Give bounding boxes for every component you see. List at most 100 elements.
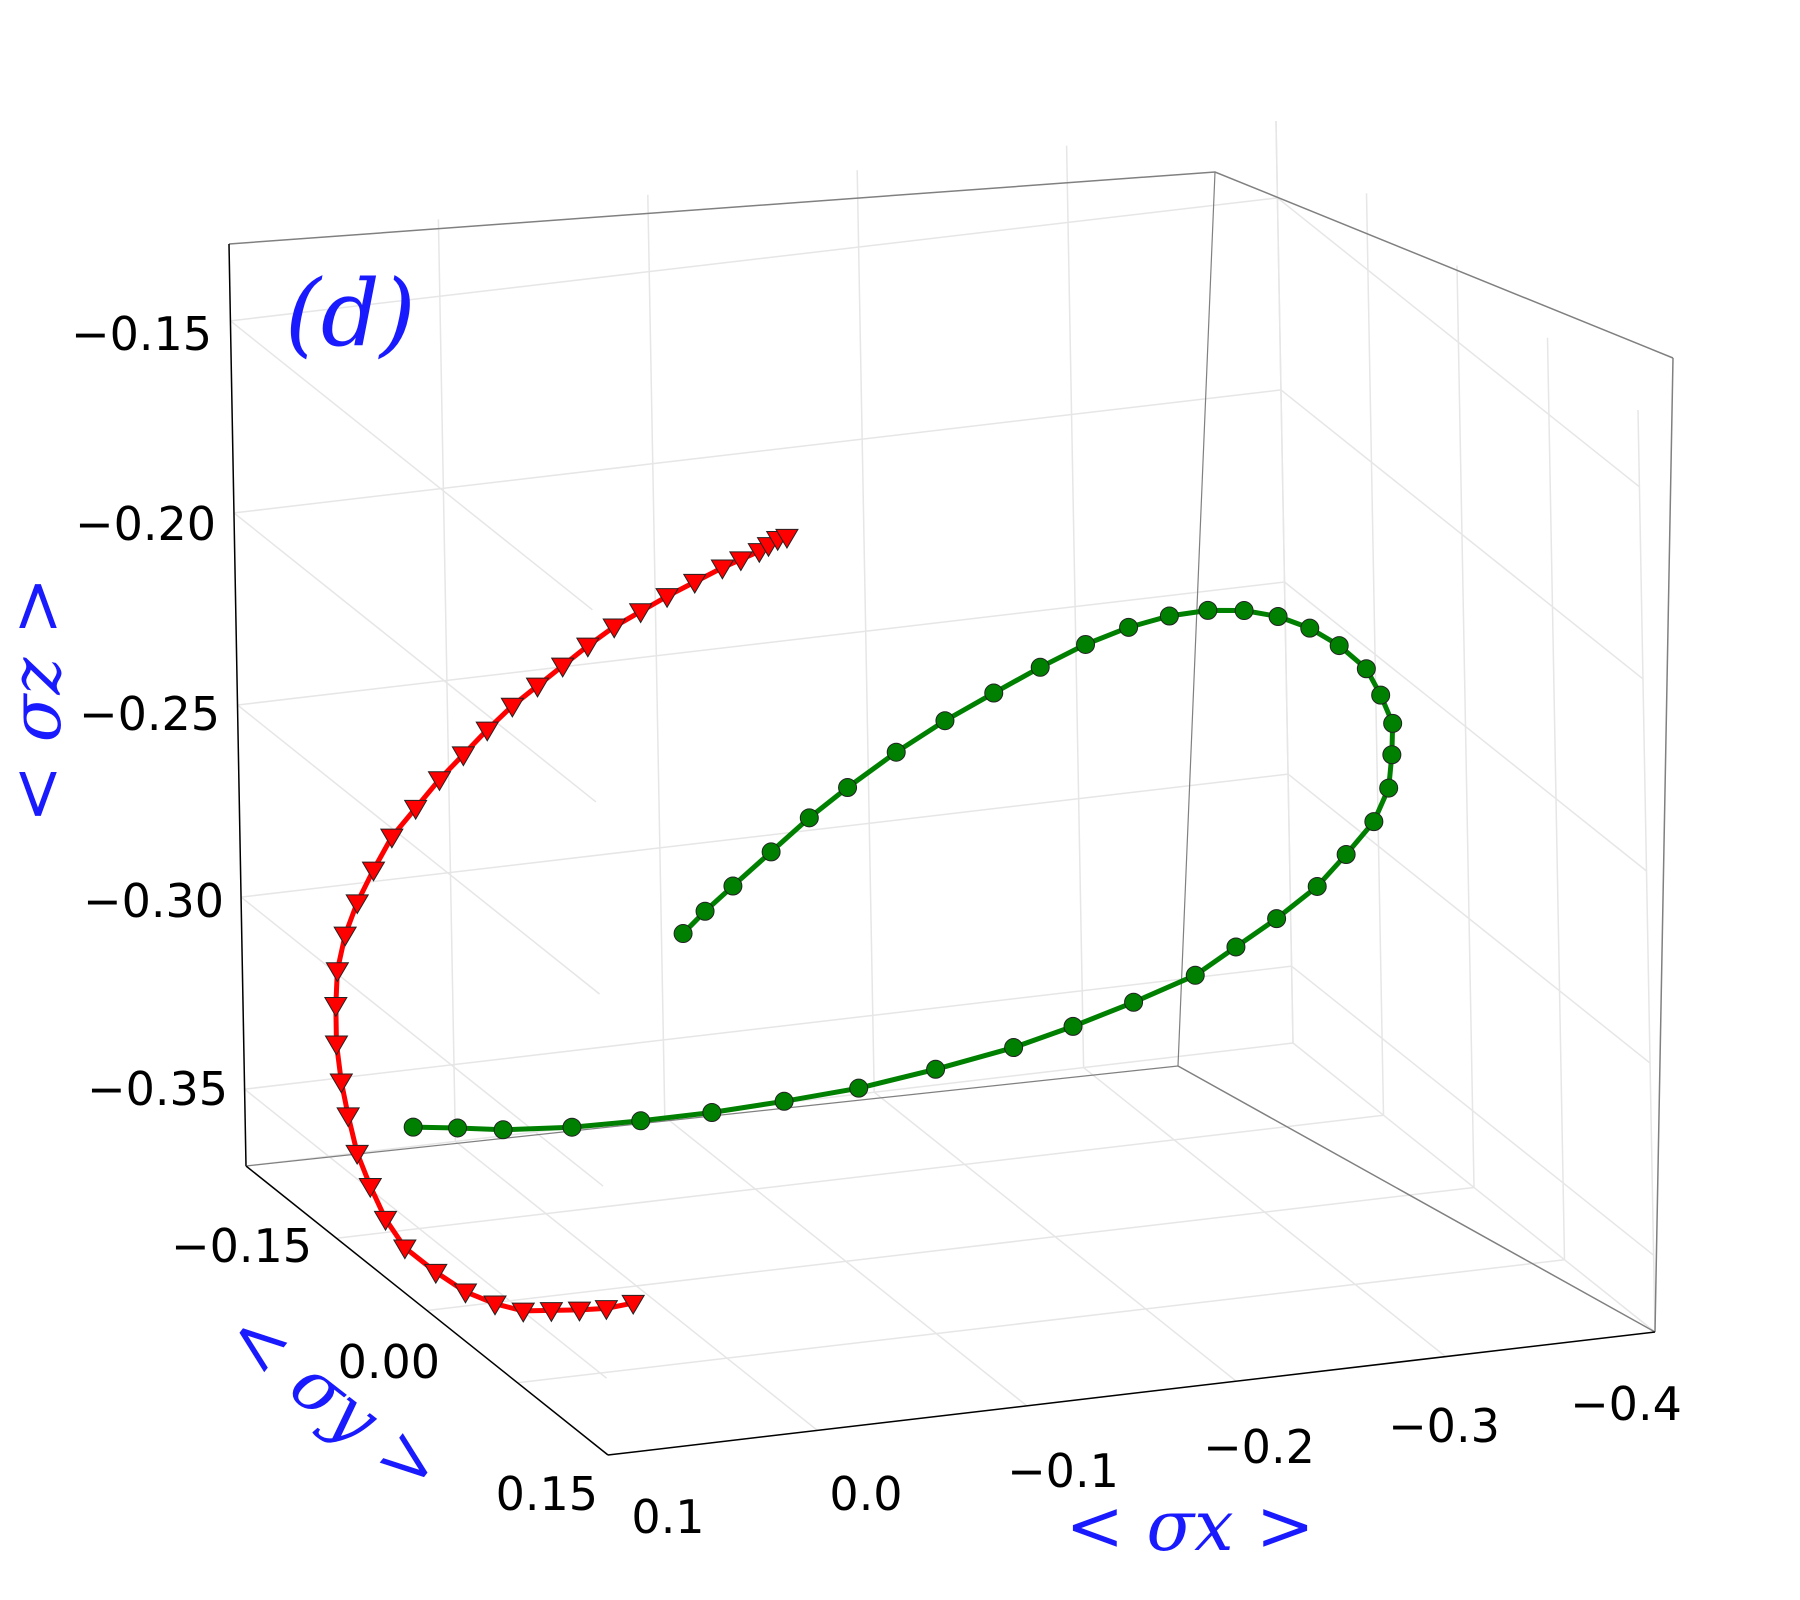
grid-line [1280, 389, 1644, 680]
data-point-0 [483, 1295, 507, 1316]
data-point-0 [710, 559, 735, 580]
grid-line [1287, 773, 1651, 1064]
grid [228, 120, 1656, 1456]
grid-line [1291, 965, 1655, 1256]
x-tick-label: −0.1 [1007, 1444, 1119, 1498]
data-point-0 [333, 926, 358, 947]
data-point-0 [336, 1107, 361, 1128]
data-point-1 [631, 1111, 651, 1131]
x-tick-label: −0.2 [1203, 1420, 1315, 1474]
z-tick-label: −0.15 [71, 307, 212, 361]
z-tick-label: −0.35 [87, 1062, 228, 1116]
x-axis-label: < σx > [1065, 1485, 1314, 1567]
data-point-0 [423, 1263, 448, 1285]
back-left-edge [228, 171, 1674, 359]
x-tick-label: −0.4 [1570, 1377, 1682, 1431]
data-point-1 [935, 711, 955, 731]
data-point-0 [324, 1035, 349, 1056]
data-point-0 [403, 799, 428, 821]
data-point-1 [1383, 713, 1403, 733]
z-tick-label: −0.20 [75, 497, 216, 551]
data-point-0 [427, 771, 452, 792]
data-point-1 [493, 1120, 513, 1140]
data-point-0 [451, 746, 476, 767]
grid-line [1276, 197, 1640, 488]
data-point-0 [379, 828, 404, 849]
z-axis-label: < σz > [0, 577, 77, 823]
data-point-1 [1336, 845, 1356, 865]
data-point-1 [1307, 876, 1327, 896]
data-point-1 [1382, 745, 1402, 765]
floor-back-right [1177, 1065, 1656, 1333]
y-axis-line [245, 1165, 609, 1456]
data-point-1 [1159, 606, 1179, 626]
data-point-1 [1030, 657, 1050, 677]
data-point-0 [602, 618, 627, 639]
data-point-1 [1185, 965, 1205, 985]
data-point-0 [628, 603, 653, 624]
data-point-1 [1076, 634, 1096, 654]
data-point-0 [594, 1300, 619, 1321]
data-point-0 [525, 677, 550, 698]
data-point-1 [1063, 1016, 1083, 1036]
data-point-0 [511, 1302, 536, 1323]
x-tick-label: −0.3 [1388, 1399, 1500, 1453]
data-point-1 [1356, 659, 1376, 679]
grid-line [240, 896, 604, 1187]
grid-line [244, 965, 1292, 1090]
data-point-1 [723, 876, 743, 896]
x-tick-label: 0.1 [631, 1490, 704, 1544]
data-point-0 [392, 1239, 417, 1260]
grid-line [426, 1186, 1475, 1312]
data-point-1 [1371, 685, 1391, 705]
grid-line [237, 581, 1285, 706]
grid-line [229, 320, 593, 611]
data-point-1 [1124, 992, 1144, 1012]
data-point-0 [728, 551, 753, 572]
grid-line [230, 197, 1278, 322]
grid-line [233, 512, 597, 803]
data-point-0 [325, 962, 350, 983]
data-point-0 [373, 1210, 398, 1232]
grid-line [244, 1088, 608, 1379]
data-point-1 [1268, 606, 1288, 626]
axes-box [228, 171, 1674, 1456]
data-point-1 [403, 1117, 423, 1137]
data-point-1 [926, 1059, 946, 1079]
data-point-0 [453, 1283, 478, 1304]
data-point-0 [655, 588, 679, 609]
data-point-1 [1234, 601, 1254, 621]
data-point-1 [1004, 1038, 1024, 1058]
left-vertical-edge [228, 243, 247, 1167]
panel-label: (d) [285, 260, 416, 367]
data-point-0 [345, 894, 370, 915]
data-point-0 [550, 657, 575, 678]
back-vertical-edge [1177, 171, 1216, 1067]
data-point-0 [323, 997, 348, 1018]
right-vertical-edge [1654, 357, 1674, 1333]
y-tick-label: 0.15 [496, 1467, 598, 1521]
ticks: −0.15 −0.20 −0.25 −0.30 −0.35 −0.15 0.00… [71, 307, 1682, 1544]
z-tick-label: −0.25 [79, 687, 220, 741]
grid-line [237, 704, 600, 995]
grid-line [517, 1259, 1565, 1384]
x-axis-line [607, 1331, 1656, 1456]
data-point-1 [984, 683, 1004, 703]
y-tick-label: −0.15 [171, 1219, 312, 1273]
data-point-1 [695, 901, 715, 921]
grid-line [336, 1114, 1384, 1239]
grid-line [233, 389, 1282, 514]
data-point-0 [575, 637, 600, 658]
data-point-1 [1198, 600, 1218, 620]
data-point-0 [539, 1302, 564, 1323]
data-point-1 [886, 742, 906, 762]
data-point-1 [849, 1078, 869, 1098]
grid-line [1284, 581, 1647, 872]
data-point-0 [682, 573, 707, 595]
data-point-1 [774, 1091, 794, 1111]
data-point-0 [358, 1177, 383, 1199]
y-axis-label: < σy > [211, 1292, 458, 1510]
data-point-0 [361, 861, 386, 882]
z-tick-label: −0.30 [83, 874, 224, 928]
